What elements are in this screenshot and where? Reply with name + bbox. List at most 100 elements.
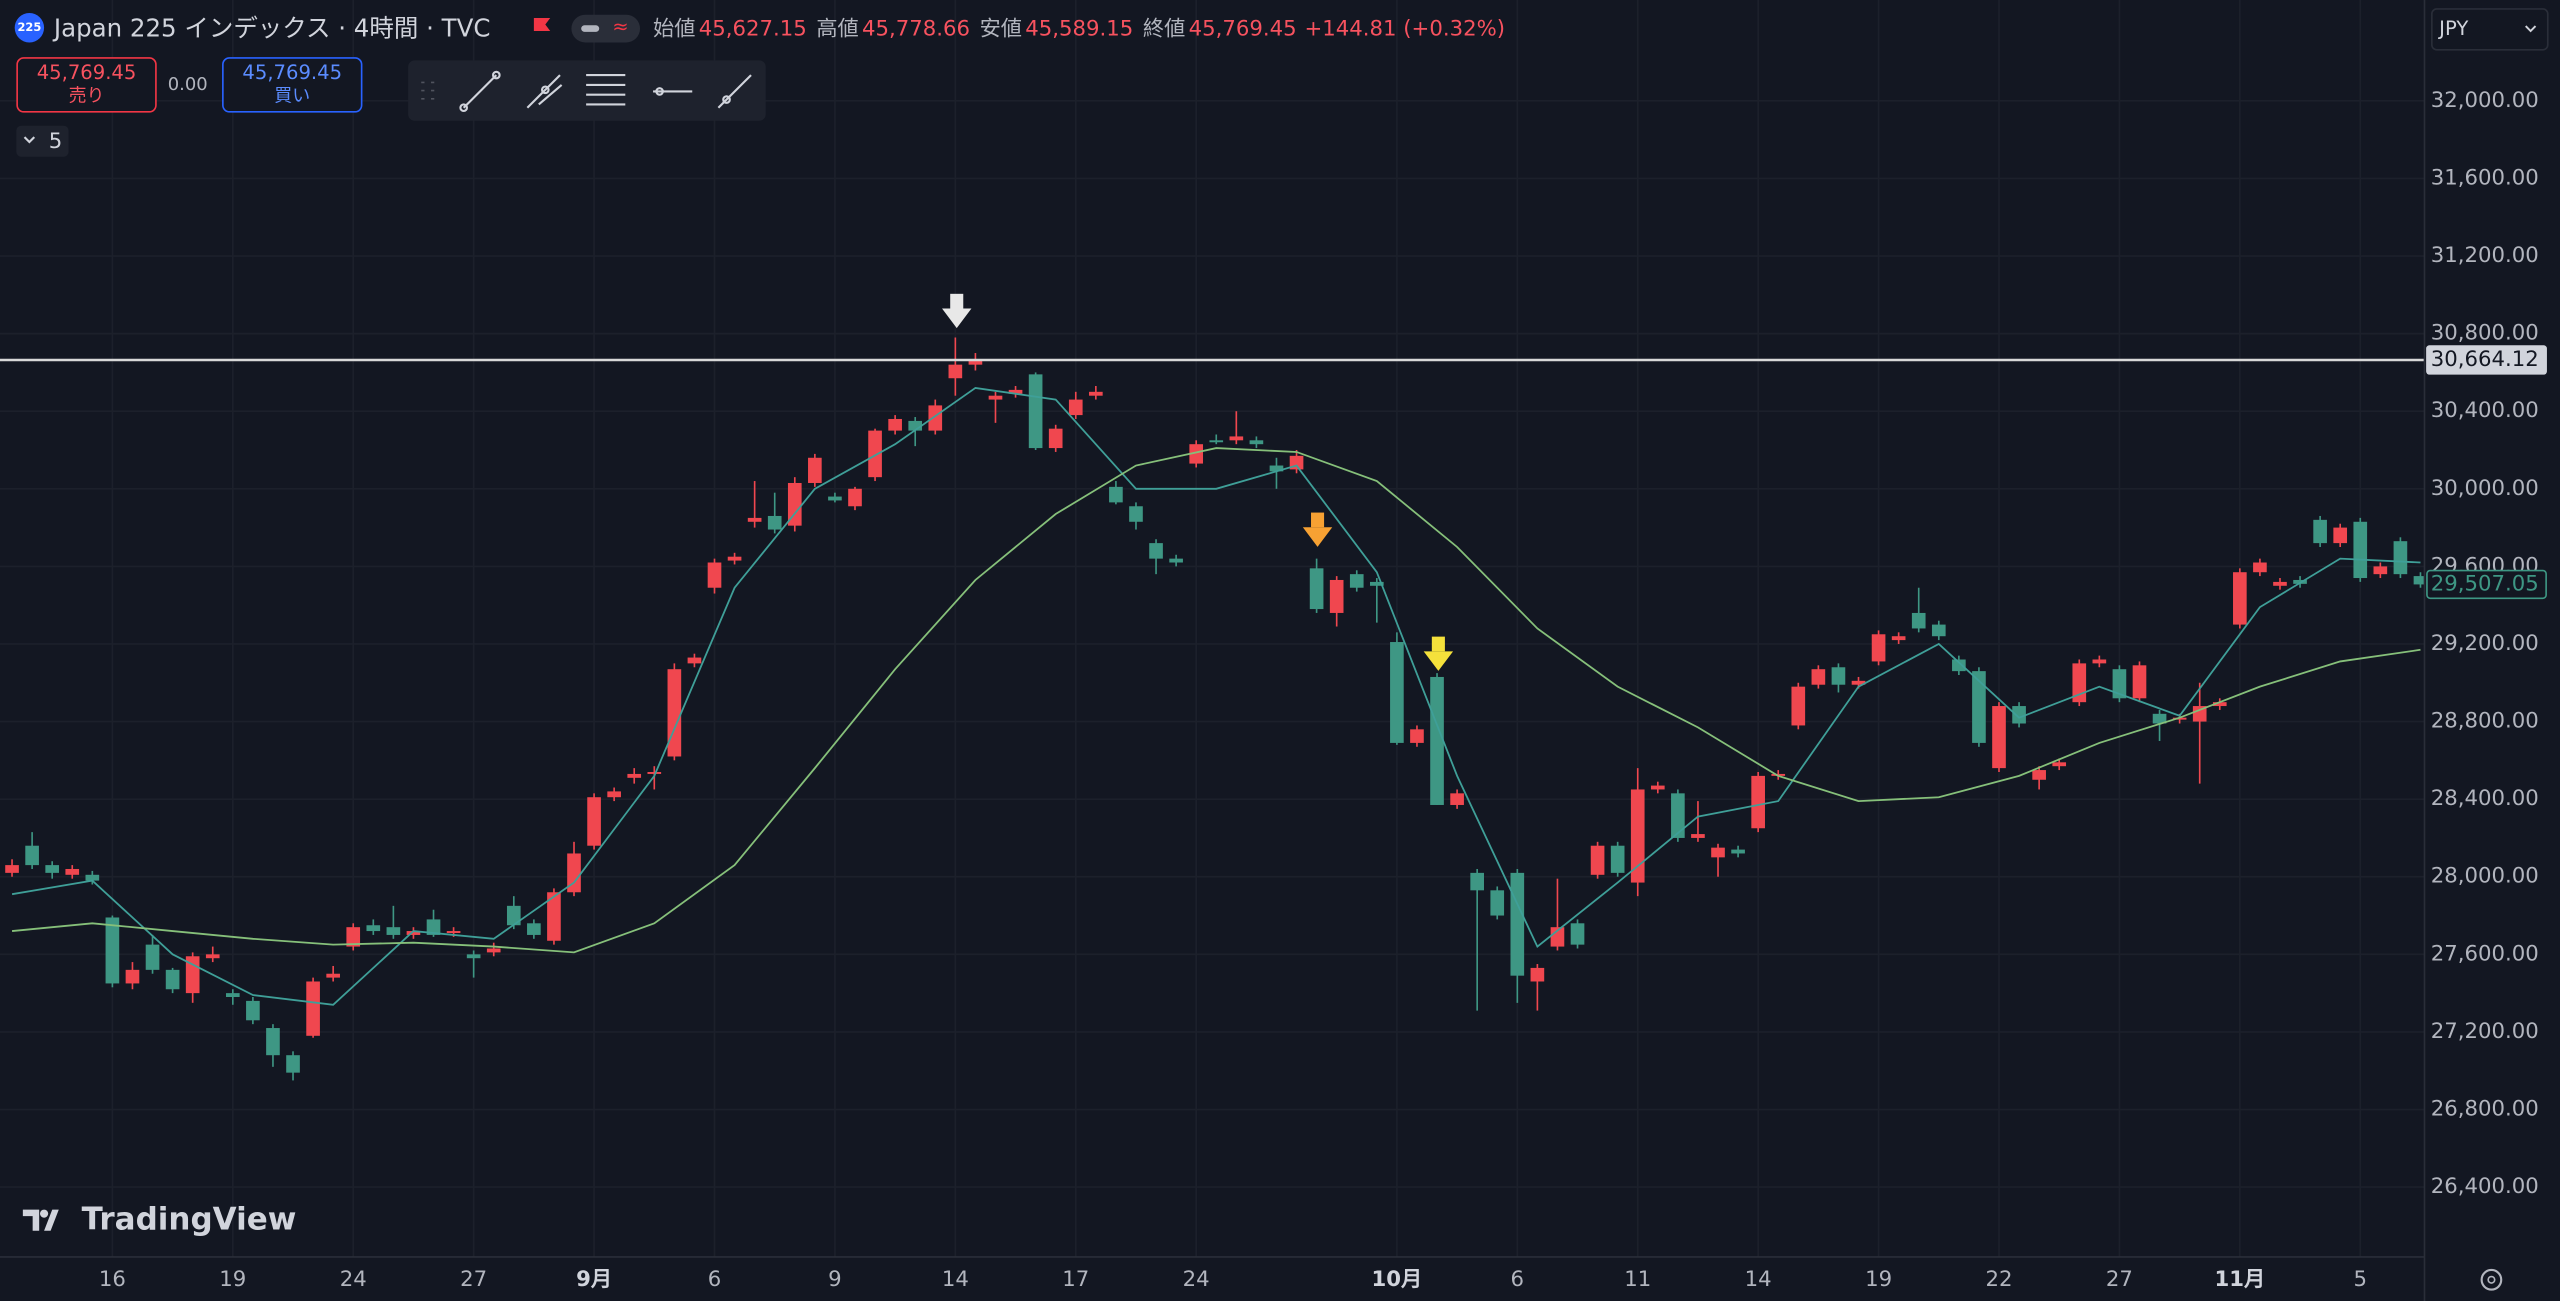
candle-body bbox=[2212, 702, 2227, 707]
currency-select[interactable] bbox=[2431, 8, 2549, 51]
x-tick-label: 14 bbox=[942, 1267, 969, 1292]
grid bbox=[0, 0, 2424, 1257]
tool-fib[interactable] bbox=[586, 74, 626, 106]
candle-body bbox=[1470, 872, 1484, 891]
x-tick-label: 24 bbox=[340, 1267, 367, 1292]
candle-body bbox=[446, 931, 461, 933]
candle-body bbox=[366, 925, 381, 932]
x-tick-label: 9月 bbox=[576, 1267, 612, 1292]
candle-body bbox=[888, 418, 902, 431]
candle-body bbox=[968, 360, 983, 365]
tool-channel[interactable] bbox=[526, 74, 563, 109]
candle-body bbox=[1851, 680, 1866, 685]
candle-body bbox=[1610, 845, 1625, 873]
candle-body bbox=[527, 923, 541, 935]
x-tick-label: 10月 bbox=[1372, 1267, 1423, 1292]
plot bbox=[0, 337, 2425, 1081]
toggle-icon: ≈ bbox=[612, 15, 628, 38]
symbol-title[interactable]: Japan 225 インデックス · 4時間 · TVC bbox=[52, 13, 491, 42]
candle-body bbox=[2333, 527, 2348, 544]
currency: JPY bbox=[2437, 17, 2468, 40]
candle-body bbox=[1671, 793, 1685, 838]
x-tick-label: 27 bbox=[2106, 1267, 2133, 1292]
candle-body bbox=[1992, 706, 2006, 769]
candle-body bbox=[2313, 519, 2327, 544]
candle-body bbox=[25, 845, 39, 866]
buy-button[interactable] bbox=[222, 57, 363, 113]
candle-body bbox=[1650, 785, 1665, 790]
flag-icon[interactable] bbox=[533, 17, 551, 32]
candle-body bbox=[406, 931, 421, 935]
candle-body bbox=[1972, 671, 1986, 743]
candle-body bbox=[2353, 521, 2368, 579]
x-tick-label: 6 bbox=[1511, 1267, 1525, 1292]
candle-body bbox=[1450, 793, 1464, 805]
candle-body bbox=[767, 515, 782, 530]
candle-body bbox=[506, 905, 521, 926]
candle-body bbox=[1109, 486, 1123, 503]
x-tick-label: 22 bbox=[1985, 1267, 2012, 1292]
candle-body bbox=[286, 1055, 300, 1073]
candle-body bbox=[1811, 669, 1826, 685]
candle-body bbox=[567, 853, 581, 893]
y-tick-label: 27,200.00 bbox=[2431, 1019, 2539, 1044]
chevron bbox=[23, 136, 36, 144]
indicator-toggle[interactable] bbox=[16, 125, 69, 157]
candle-body bbox=[808, 457, 822, 483]
candle-body bbox=[1329, 579, 1344, 613]
candle-body bbox=[687, 657, 702, 664]
candle-body bbox=[727, 556, 742, 561]
candle-body bbox=[346, 927, 361, 947]
high-label: 高値 bbox=[816, 16, 858, 41]
candle-body bbox=[1028, 374, 1043, 449]
candle-body bbox=[1048, 428, 1063, 449]
toggle[interactable] bbox=[571, 14, 640, 43]
candle-body bbox=[1169, 558, 1183, 563]
candle-body bbox=[1590, 845, 1605, 875]
sell-button[interactable] bbox=[16, 57, 157, 113]
candle-body bbox=[1430, 676, 1444, 805]
last-price-box bbox=[2426, 569, 2547, 600]
sell-price: 45,769.45 bbox=[37, 61, 137, 84]
close-label: 終値 bbox=[1143, 16, 1185, 41]
candle-body bbox=[125, 969, 140, 984]
open-label: 始値 bbox=[653, 16, 695, 41]
x-tick-label: 14 bbox=[1745, 1267, 1772, 1292]
arrow-orange bbox=[1302, 512, 1333, 547]
tool-trendline[interactable] bbox=[462, 74, 498, 109]
y-tick-label: 31,200.00 bbox=[2431, 243, 2539, 268]
candle-body bbox=[707, 562, 722, 588]
symbol-badge bbox=[14, 13, 45, 43]
candle-body bbox=[1369, 581, 1384, 586]
candle-body bbox=[386, 927, 401, 935]
candle-body bbox=[1008, 389, 1023, 394]
candle-body bbox=[2273, 581, 2287, 586]
buy-label: 買い bbox=[274, 85, 310, 106]
candle-body bbox=[908, 420, 923, 431]
candle-body bbox=[466, 954, 481, 959]
candle-body bbox=[105, 917, 120, 984]
candle-body bbox=[1550, 927, 1565, 947]
candle-body bbox=[667, 669, 682, 757]
candle-body bbox=[45, 865, 60, 873]
candle-body bbox=[2393, 541, 2408, 575]
candle-body bbox=[1891, 636, 1906, 641]
candle-body bbox=[828, 496, 842, 501]
logo bbox=[22, 1209, 59, 1231]
candle-body bbox=[1791, 686, 1806, 726]
x-tick-label: 9 bbox=[828, 1267, 842, 1292]
change-value: +144.81 (+0.32%) bbox=[1304, 16, 1505, 41]
x-tick-label: 16 bbox=[99, 1267, 126, 1292]
settings-icon[interactable] bbox=[2480, 1268, 2503, 1291]
x-tick-label: 27 bbox=[460, 1267, 487, 1292]
candle-body bbox=[266, 1028, 280, 1056]
candle-body bbox=[607, 791, 621, 798]
candle-body bbox=[747, 517, 762, 522]
x-tick-label: 6 bbox=[708, 1267, 722, 1292]
candle-body bbox=[1530, 967, 1545, 982]
candle-body bbox=[65, 868, 80, 875]
candle-body bbox=[1209, 440, 1224, 443]
candle-body bbox=[2012, 706, 2026, 724]
